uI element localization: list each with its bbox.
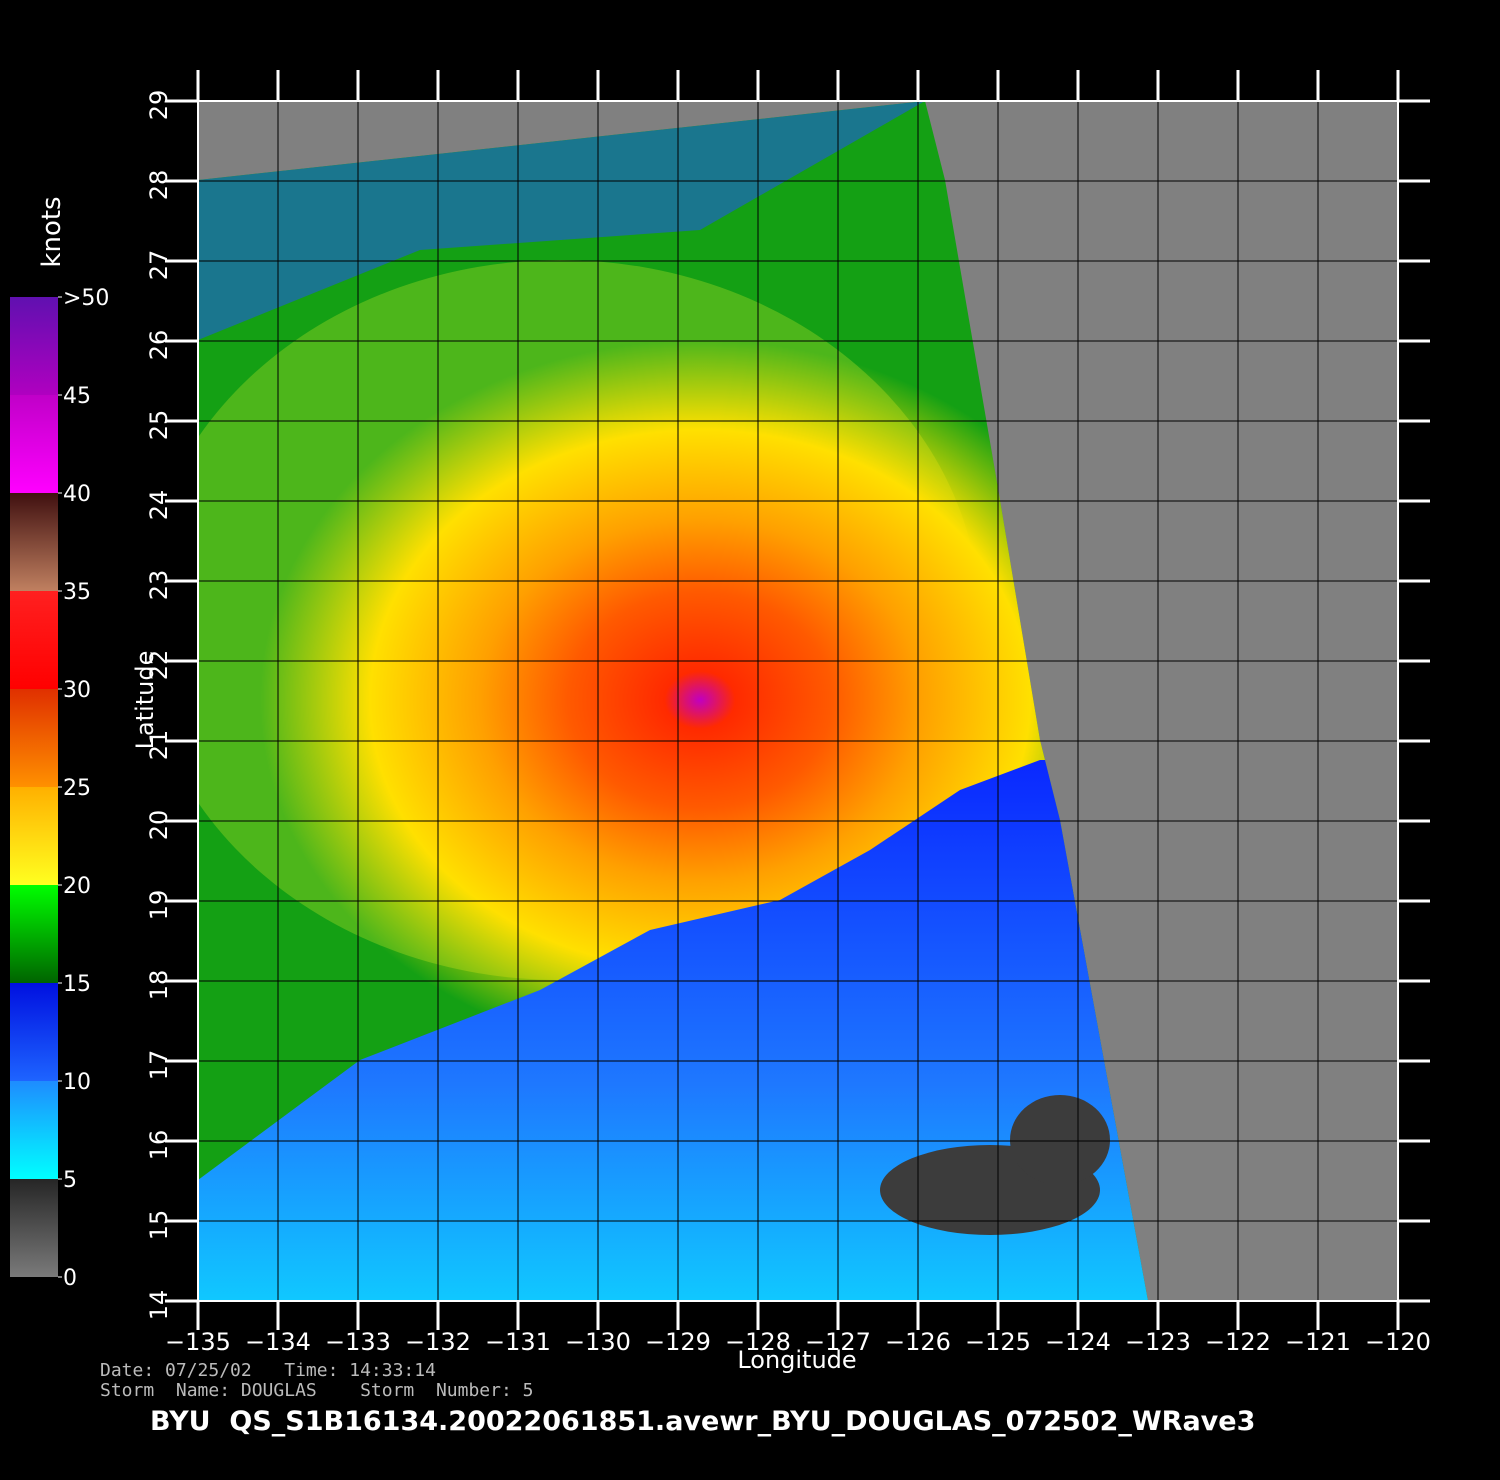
- colorbar-segment: [10, 1081, 58, 1179]
- title: BYU QS_S1B16134.20022061851.avewr_BYU_DO…: [150, 1406, 1255, 1437]
- colorbar-tick-label: 5: [63, 1168, 77, 1193]
- colorbar-tick-label: 15: [63, 972, 91, 997]
- x-tick-label: −122: [1205, 1328, 1271, 1356]
- y-tick-label: 14: [145, 1290, 173, 1321]
- y-tick-label: 22: [145, 650, 173, 681]
- colorbar-segment: [10, 493, 58, 591]
- x-tick-label: −120: [1365, 1328, 1431, 1356]
- y-tick-label: 29: [145, 90, 173, 121]
- colorbar-tick-label: 35: [63, 580, 91, 605]
- colorbar-segment: [10, 787, 58, 885]
- plot-frame: [197, 100, 1399, 1302]
- x-tick-label: −126: [885, 1328, 951, 1356]
- colorbar-segment: [10, 983, 58, 1081]
- x-tick-label: −134: [245, 1328, 311, 1356]
- colorbar-tick-label: 40: [63, 482, 91, 507]
- colorbar-tick-label: 10: [63, 1070, 91, 1095]
- x-tick-label: −128: [725, 1328, 791, 1356]
- y-tick-label: 28: [145, 170, 173, 201]
- y-tick-label: 17: [145, 1050, 173, 1081]
- info-line: Storm Name: DOUGLAS Storm Number: 5: [100, 1380, 533, 1401]
- colorbar-segment: [10, 297, 58, 395]
- x-tick-label: −127: [805, 1328, 871, 1356]
- colorbar-segment: [10, 1179, 58, 1277]
- colorbar-tick-label: 20: [63, 874, 91, 899]
- y-tick-label: 25: [145, 410, 173, 441]
- colorbar-tick-label: 45: [63, 384, 91, 409]
- y-tick-label: 23: [145, 570, 173, 601]
- x-tick-label: −124: [1045, 1328, 1111, 1356]
- x-tick-label: −135: [165, 1328, 231, 1356]
- x-axis-label: Longitude: [737, 1346, 856, 1374]
- colorbar-segment: [10, 395, 58, 493]
- colorbar-tick-label: >50: [63, 286, 109, 311]
- x-tick-label: −133: [325, 1328, 391, 1356]
- colorbar-segment: [10, 885, 58, 983]
- x-tick-label: −132: [405, 1328, 471, 1356]
- y-tick-label: 21: [145, 730, 173, 761]
- x-tick-label: −125: [965, 1328, 1031, 1356]
- y-tick-label: 26: [145, 330, 173, 361]
- y-tick-label: 18: [145, 970, 173, 1001]
- x-tick-label: −123: [1125, 1328, 1191, 1356]
- colorbar-tick-label: 0: [63, 1266, 77, 1291]
- colorbar-title: knots: [37, 196, 67, 267]
- colorbar-segment: [10, 591, 58, 689]
- x-tick-label: −130: [565, 1328, 631, 1356]
- y-tick-label: 27: [145, 250, 173, 281]
- colorbar-tick-label: 30: [63, 678, 91, 703]
- y-tick-label: 16: [145, 1130, 173, 1161]
- y-tick-label: 24: [145, 490, 173, 521]
- y-tick-label: 19: [145, 890, 173, 921]
- info-line: Date: 07/25/02 Time: 14:33:14: [100, 1360, 436, 1381]
- colorbar-segment: [10, 689, 58, 787]
- y-tick-label: 20: [145, 810, 173, 841]
- colorbar-tick-label: 25: [63, 776, 91, 801]
- x-tick-label: −121: [1285, 1328, 1351, 1356]
- x-tick-label: −131: [485, 1328, 551, 1356]
- x-tick-label: −129: [645, 1328, 711, 1356]
- y-axis-label: Latitude: [131, 651, 159, 750]
- y-tick-label: 15: [145, 1210, 173, 1241]
